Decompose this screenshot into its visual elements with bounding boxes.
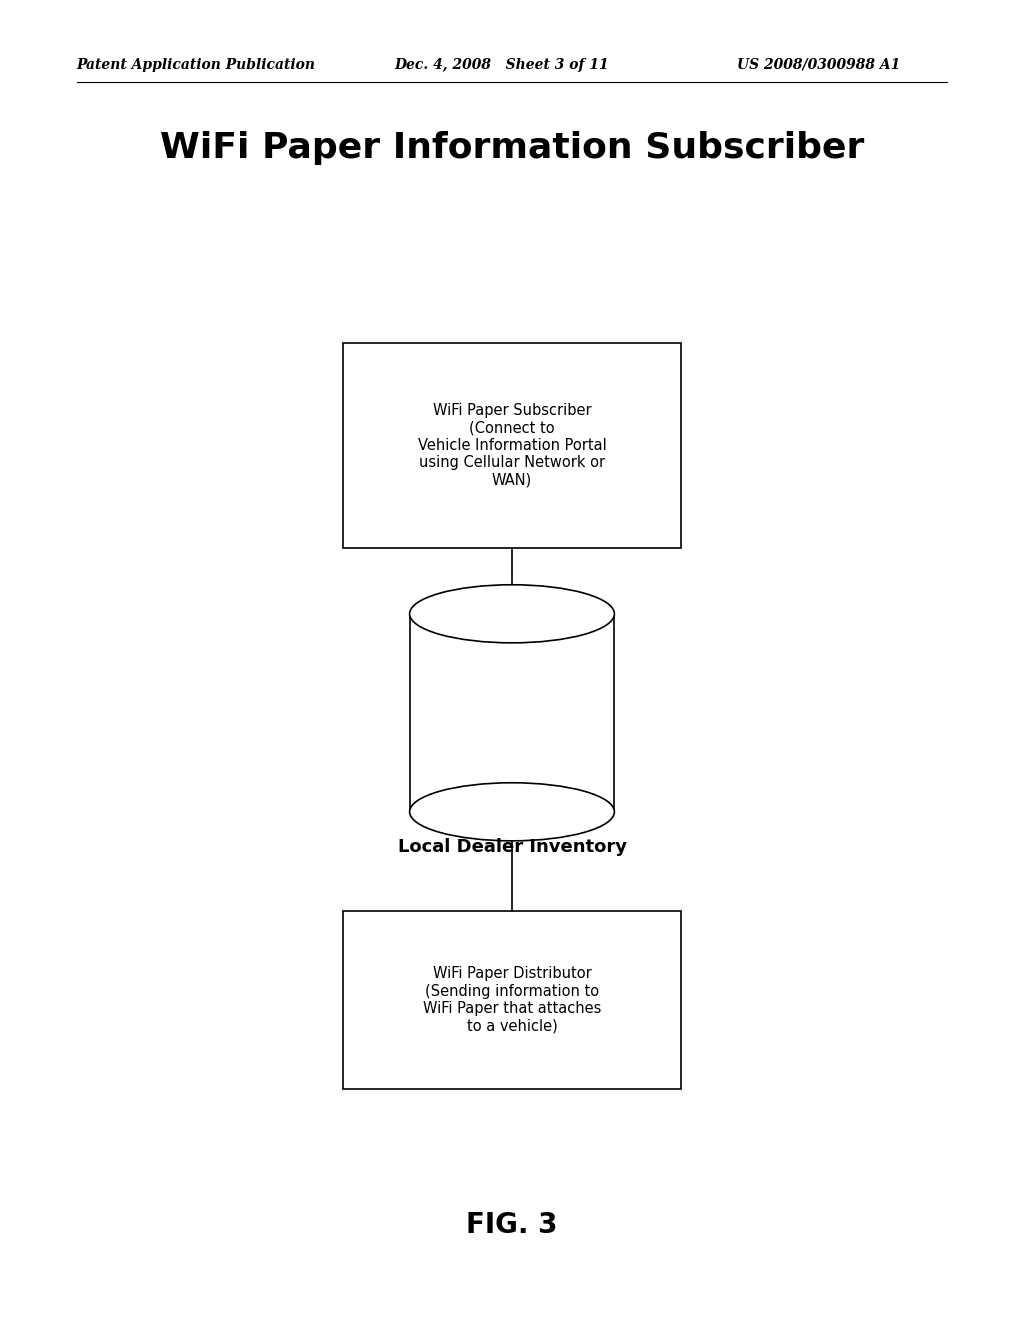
Text: Dec. 4, 2008   Sheet 3 of 11: Dec. 4, 2008 Sheet 3 of 11 <box>394 58 609 71</box>
Ellipse shape <box>410 783 614 841</box>
FancyBboxPatch shape <box>343 911 681 1089</box>
Text: WiFi Paper Subscriber
(Connect to
Vehicle Information Portal
using Cellular Netw: WiFi Paper Subscriber (Connect to Vehicl… <box>418 403 606 488</box>
FancyBboxPatch shape <box>343 343 681 548</box>
Text: WiFi Paper Distributor
(Sending information to
WiFi Paper that attaches
to a veh: WiFi Paper Distributor (Sending informat… <box>423 966 601 1034</box>
Text: FIG. 3: FIG. 3 <box>466 1210 558 1239</box>
Polygon shape <box>410 614 614 812</box>
Text: US 2008/0300988 A1: US 2008/0300988 A1 <box>737 58 900 71</box>
Text: Local Dealer Inventory: Local Dealer Inventory <box>397 838 627 857</box>
Text: WiFi Paper Information Subscriber: WiFi Paper Information Subscriber <box>160 131 864 165</box>
Ellipse shape <box>410 585 614 643</box>
Text: Patent Application Publication: Patent Application Publication <box>77 58 315 71</box>
